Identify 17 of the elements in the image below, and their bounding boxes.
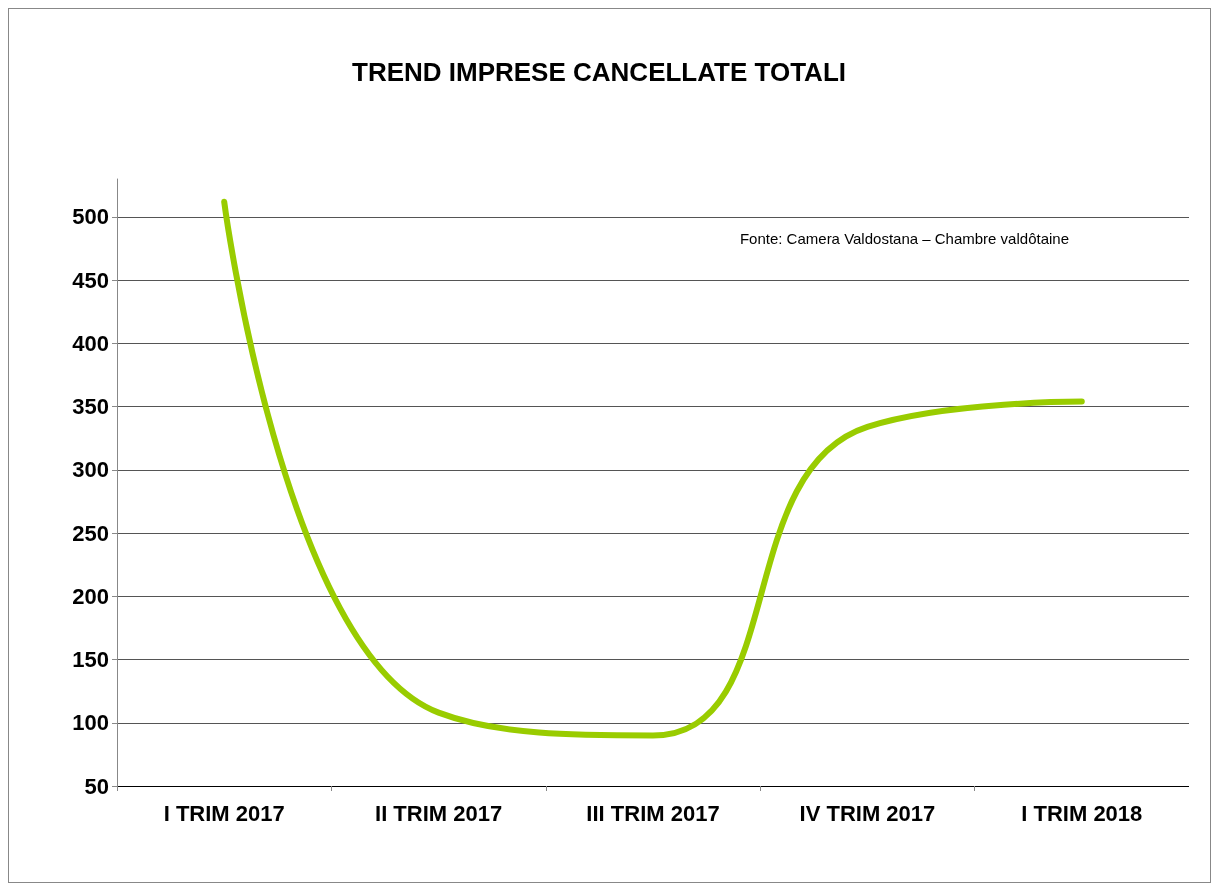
y-tick-label: 400 [72,330,109,356]
y-tick-label: 150 [72,647,109,673]
y-tick-label: 250 [72,520,109,546]
y-tick-label: 100 [72,710,109,736]
y-tick-label: 50 [84,773,109,799]
y-tick-label: 200 [72,583,109,609]
y-tick-label: 500 [72,204,109,230]
y-tick-label: 450 [72,267,109,293]
x-tick-label: III TRIM 2017 [586,800,720,826]
annotation: Fonte: Camera Valdostana – Chambre valdôtaine [739,230,1069,247]
x-tick-label: IV TRIM 2017 [799,800,936,826]
y-tick-label: 350 [72,394,109,420]
x-tick-label: I TRIM 2018 [1021,800,1143,826]
x-tick-label: I TRIM 2017 [163,800,285,826]
x-tick-label: II TRIM 2017 [375,800,503,826]
y-tick-label: 300 [72,457,109,483]
chart-title: TREND IMPRESE CANCELLATE TOTALI [352,57,846,87]
